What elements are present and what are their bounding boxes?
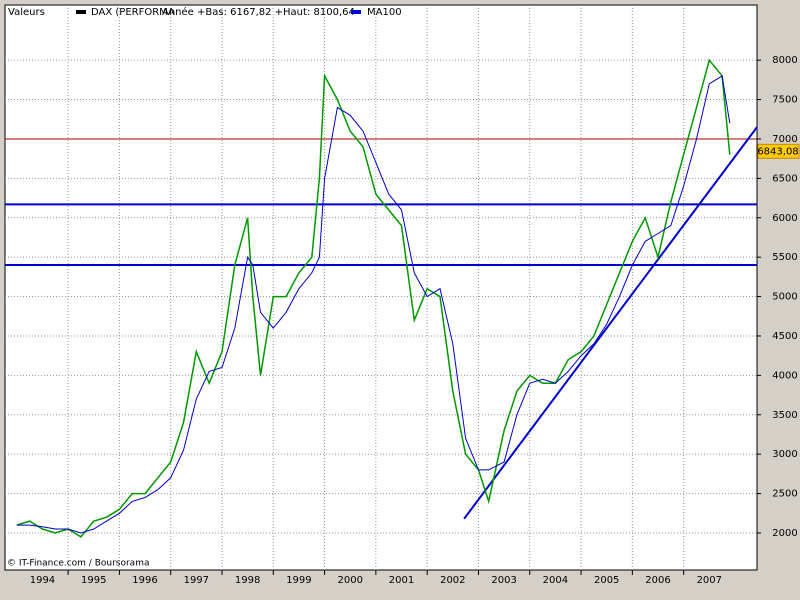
x-tick-label: 2000 [337, 575, 362, 586]
x-tick-label: 1999 [286, 575, 311, 586]
x-tick-label: 2003 [491, 575, 516, 586]
x-tick-label: 2006 [645, 575, 670, 586]
x-tick-label: 2005 [594, 575, 619, 586]
legend-swatch [76, 10, 86, 14]
legend-label: DAX (PERFORMA [91, 7, 175, 18]
header: Valeurs [8, 7, 45, 18]
x-tick-label: 1996 [132, 575, 157, 586]
y-tick-label: 6000 [772, 213, 797, 224]
subtitle: Année +Bas: 6167,82 +Haut: 8100,64 [162, 6, 355, 18]
source: © IT-Finance.com / Boursorama [7, 559, 149, 569]
y-tick-label: 7000 [772, 134, 797, 145]
x-tick-label: 2002 [440, 575, 465, 586]
y-tick-label: 3500 [772, 410, 797, 421]
y-tick-label: 2500 [772, 489, 797, 500]
x-tick-label: 2001 [389, 575, 414, 586]
x-tick-label: 2007 [697, 575, 722, 586]
last-value-box [757, 143, 800, 159]
x-tick-label: 1998 [235, 575, 260, 586]
x-tick-label: 1994 [30, 575, 55, 586]
x-tick-label: 1997 [184, 575, 209, 586]
y-tick-label: 3000 [772, 449, 797, 460]
x-tick-label: 2004 [543, 575, 568, 586]
series-line [16, 58, 731, 538]
y-tick-label: 6500 [772, 173, 797, 184]
trend-line [463, 126, 758, 520]
series-line [16, 75, 731, 534]
legend-label: MA100 [367, 7, 402, 18]
plot-area [4, 4, 758, 571]
x-tick-label: 1995 [81, 575, 106, 586]
y-tick-label: 8000 [772, 55, 797, 66]
y-tick-label: 7500 [772, 95, 797, 106]
y-tick-label: 5000 [772, 292, 797, 303]
legend-swatch [351, 10, 361, 14]
y-tick-label: 2000 [772, 528, 797, 539]
y-tick-label: 4500 [772, 331, 797, 342]
last-value-label: 6843,08 [757, 146, 798, 157]
y-tick-label: 4000 [772, 370, 797, 381]
y-tick-label: 5500 [772, 252, 797, 263]
